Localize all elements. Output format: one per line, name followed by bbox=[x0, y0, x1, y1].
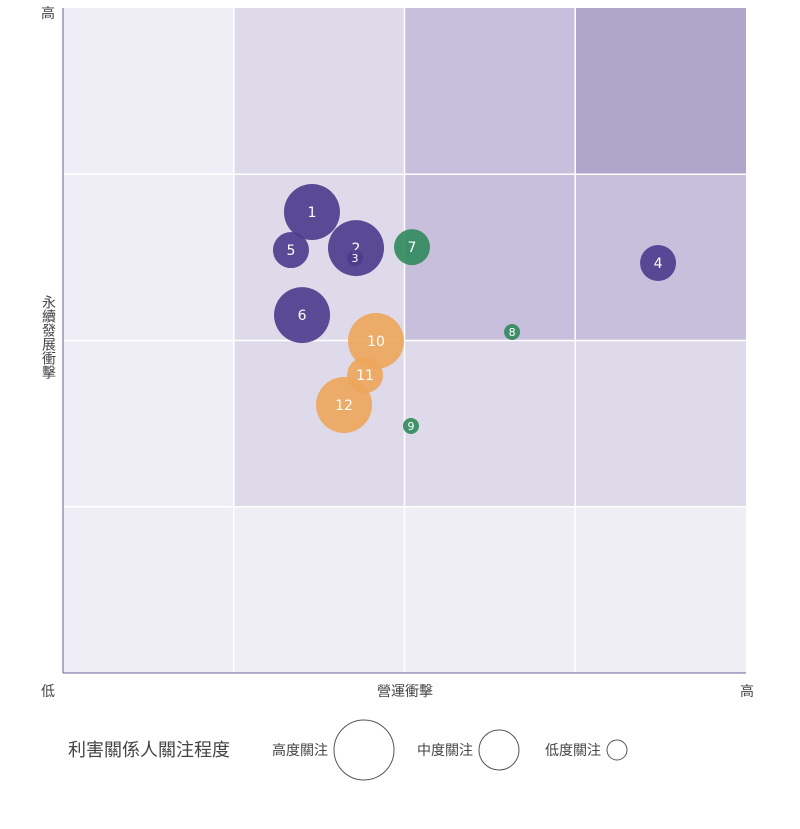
zone bbox=[404, 174, 576, 341]
size-legend-label: 高度關注 bbox=[272, 742, 328, 759]
bubble-label: 9 bbox=[407, 420, 414, 433]
size-legend-circle bbox=[606, 739, 628, 761]
bubble-label: 2 bbox=[352, 241, 361, 257]
zone bbox=[63, 8, 234, 175]
bubble-label: 10 bbox=[367, 334, 385, 350]
zone bbox=[404, 8, 576, 175]
bubble-label: 11 bbox=[356, 368, 374, 384]
bubble bbox=[283, 183, 340, 240]
bubble bbox=[328, 220, 385, 277]
x-high-label: 高 bbox=[740, 683, 754, 700]
bubble-label: 1 bbox=[307, 205, 316, 221]
zone bbox=[404, 340, 576, 507]
zone bbox=[575, 340, 746, 507]
bubble bbox=[346, 250, 363, 267]
bubble bbox=[640, 245, 677, 282]
bubble bbox=[272, 232, 309, 269]
bubble-label: 5 bbox=[286, 243, 295, 259]
bubble bbox=[347, 312, 404, 369]
y-high-label: 高 bbox=[41, 5, 55, 22]
bubble-label: 12 bbox=[335, 398, 353, 414]
zone bbox=[63, 340, 234, 507]
y-axis-title: 永續發展衝擊 bbox=[40, 295, 56, 379]
x-axis-title: 營運衝擊 bbox=[377, 683, 433, 700]
size-legend-label: 低度關注 bbox=[545, 743, 601, 759]
zone bbox=[404, 506, 576, 673]
bubble-label: 8 bbox=[509, 326, 516, 339]
zone bbox=[575, 8, 746, 175]
bubble bbox=[504, 324, 521, 341]
zone bbox=[575, 506, 746, 673]
size-legend-circle bbox=[478, 729, 520, 771]
bubble-label: 4 bbox=[654, 256, 663, 272]
bubble-label: 6 bbox=[298, 308, 307, 324]
zone bbox=[233, 8, 405, 175]
zone bbox=[63, 506, 234, 673]
size-legend-label: 中度關注 bbox=[417, 743, 473, 759]
x-low-label: 低 bbox=[41, 684, 55, 700]
bubble bbox=[316, 377, 373, 434]
bubble bbox=[274, 287, 331, 344]
bubble bbox=[402, 417, 419, 434]
size-legend-title: 利害關係人關注程度 bbox=[68, 740, 230, 761]
bubble bbox=[394, 229, 431, 266]
zone bbox=[63, 174, 234, 341]
zone bbox=[233, 506, 405, 673]
bubble-label: 7 bbox=[408, 240, 417, 256]
size-legend-circle bbox=[333, 719, 395, 781]
bubble-label: 3 bbox=[351, 252, 358, 265]
